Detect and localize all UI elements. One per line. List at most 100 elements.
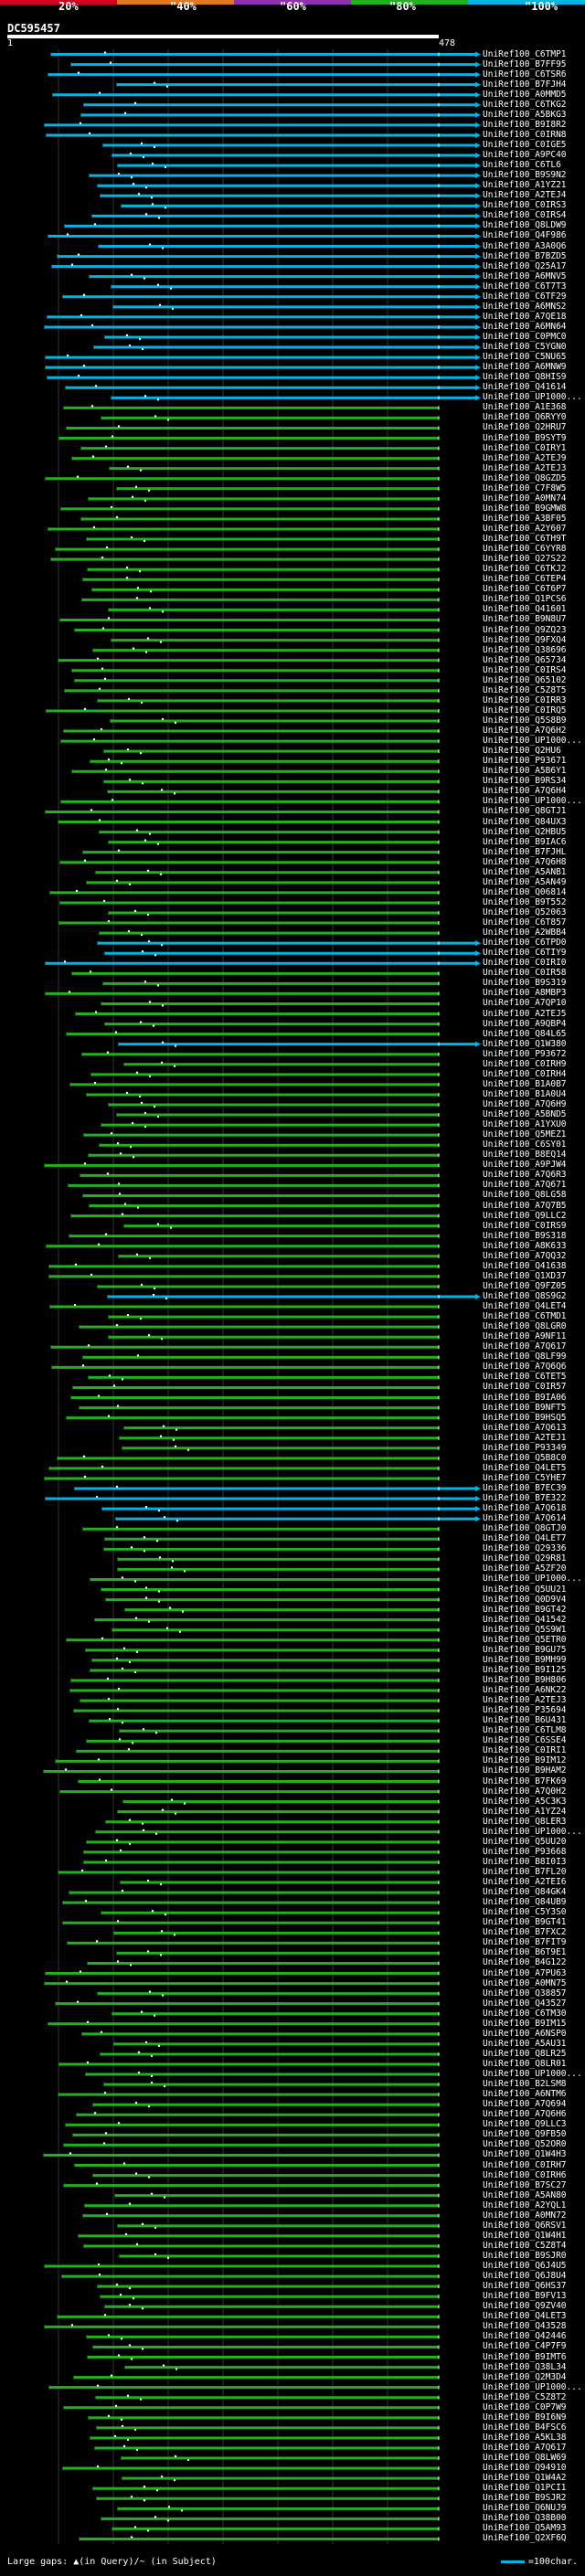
hit-label[interactable]: UniRef100_Q8LR25: [483, 2048, 567, 2059]
hit-label[interactable]: UniRef100_B9IM15: [483, 2018, 567, 2029]
hit-label[interactable]: UniRef100_Q94910: [483, 2463, 567, 2474]
hit-label[interactable]: UniRef100_Q2HRU7: [483, 422, 567, 433]
hit-label[interactable]: UniRef100_B7FK69: [483, 1776, 567, 1786]
hit-label[interactable]: UniRef100_C0IRI0: [483, 958, 567, 969]
hit-label[interactable]: UniRef100_Q1W4H1: [483, 2230, 567, 2241]
hit-label[interactable]: UniRef100_C6TET5: [483, 1372, 567, 1383]
hit-label[interactable]: UniRef100_C6TKJ2: [483, 564, 567, 575]
hit-label[interactable]: UniRef100_C0PMC0: [483, 332, 567, 342]
hit-label[interactable]: UniRef100_P93672: [483, 1048, 567, 1059]
hit-label[interactable]: UniRef100_Q8LER3: [483, 1816, 567, 1827]
hit-label[interactable]: UniRef100_Q4LET7: [483, 1533, 567, 1544]
hit-label[interactable]: UniRef100_Q52OR0: [483, 2139, 567, 2150]
hit-label[interactable]: UniRef100_B9GT42: [483, 1604, 567, 1615]
hit-label[interactable]: UniRef100_B9FV13: [483, 2291, 567, 2302]
hit-label[interactable]: UniRef100_C6TKG2: [483, 99, 567, 110]
hit-label[interactable]: UniRef100_A5AU31: [483, 2038, 567, 2049]
hit-label[interactable]: UniRef100_C6TSR6: [483, 69, 567, 80]
hit-label[interactable]: UniRef100_A7Q7B5: [483, 1200, 567, 1211]
hit-label[interactable]: UniRef100_Q2HBU5: [483, 826, 567, 837]
hit-label[interactable]: UniRef100_UP1000...: [483, 2381, 582, 2392]
hit-label[interactable]: UniRef100_B8I0I3: [483, 1856, 567, 1867]
hit-label[interactable]: UniRef100_C0IRH6: [483, 2169, 567, 2180]
hit-label[interactable]: UniRef100_A0MN75: [483, 1977, 567, 1988]
hit-label[interactable]: UniRef100_C0IGE5: [483, 140, 567, 150]
hit-label[interactable]: UniRef100_B9NFT5: [483, 1402, 567, 1413]
hit-label[interactable]: UniRef100_B7FXC2: [483, 1927, 567, 1938]
hit-label[interactable]: UniRef100_Q4F986: [483, 230, 567, 241]
hit-label[interactable]: UniRef100_Q9ZQ23: [483, 624, 567, 635]
hit-label[interactable]: UniRef100_Q2M3D4: [483, 2371, 567, 2382]
hit-label[interactable]: UniRef100_Q9FB50: [483, 2129, 567, 2140]
hit-label[interactable]: UniRef100_Q1W380: [483, 1038, 567, 1049]
hit-label[interactable]: UniRef100_B9GMW8: [483, 503, 567, 514]
hit-label[interactable]: UniRef100_C6TIY9: [483, 948, 567, 959]
hit-label[interactable]: UniRef100_Q5AM93: [483, 2523, 567, 2534]
hit-label[interactable]: UniRef100_Q5UU20: [483, 1836, 567, 1847]
hit-label[interactable]: UniRef100_C6SSE4: [483, 1735, 567, 1746]
hit-label[interactable]: UniRef100_A6NTM6: [483, 2089, 567, 2100]
hit-label[interactable]: UniRef100_C0IRH4: [483, 1068, 567, 1079]
hit-label[interactable]: UniRef100_UP1000...: [483, 2069, 582, 2080]
hit-label[interactable]: UniRef100_B6T9E1: [483, 1947, 567, 1958]
hit-label[interactable]: UniRef100_A0MMD5: [483, 89, 567, 100]
hit-label[interactable]: UniRef100_C6TF29: [483, 291, 567, 302]
hit-label[interactable]: UniRef100_C6TEP4: [483, 574, 567, 585]
hit-label[interactable]: UniRef100_A2TEJ1: [483, 1432, 567, 1443]
hit-label[interactable]: UniRef100_Q2HU6: [483, 746, 561, 757]
hit-label[interactable]: UniRef100_Q84GK4: [483, 1887, 567, 1898]
hit-label[interactable]: UniRef100_C0IRQ5: [483, 705, 567, 716]
hit-label[interactable]: UniRef100_Q4LET5: [483, 1462, 567, 1473]
hit-label[interactable]: UniRef100_Q8GZD5: [483, 472, 567, 483]
hit-label[interactable]: UniRef100_A5AN80: [483, 2189, 567, 2200]
hit-label[interactable]: UniRef100_Q5MEZ1: [483, 1129, 567, 1140]
hit-label[interactable]: UniRef100_Q43527: [483, 1998, 567, 2009]
hit-label[interactable]: UniRef100_P93671: [483, 756, 567, 767]
hit-label[interactable]: UniRef100_C7F8W5: [483, 482, 567, 493]
hit-label[interactable]: UniRef100_Q6J8U4: [483, 2271, 567, 2282]
hit-label[interactable]: UniRef100_C0P7W9: [483, 2401, 567, 2412]
hit-label[interactable]: UniRef100_C0IR57: [483, 1382, 567, 1393]
hit-label[interactable]: UniRef100_C6TMP1: [483, 48, 567, 59]
hit-label[interactable]: UniRef100_C6T6P7: [483, 584, 567, 595]
hit-label[interactable]: UniRef100_B4FSC6: [483, 2422, 567, 2433]
hit-label[interactable]: UniRef100_Q1PCI1: [483, 2483, 567, 2494]
hit-label[interactable]: UniRef100_B9GT41: [483, 1917, 567, 1928]
hit-label[interactable]: UniRef100_C0IRH9: [483, 1058, 567, 1069]
hit-label[interactable]: UniRef100_B9GU75: [483, 1644, 567, 1655]
hit-label[interactable]: UniRef100_Q9LLC3: [483, 2119, 567, 2130]
hit-label[interactable]: UniRef100_Q52063: [483, 907, 567, 917]
hit-label[interactable]: UniRef100_Q8LGR0: [483, 1321, 567, 1332]
hit-label[interactable]: UniRef100_A0MN72: [483, 2210, 567, 2221]
hit-label[interactable]: UniRef100_P93349: [483, 1442, 567, 1453]
hit-label[interactable]: UniRef100_Q9ZV40: [483, 2301, 567, 2312]
hit-label[interactable]: UniRef100_C6YYR8: [483, 544, 567, 555]
hit-label[interactable]: UniRef100_Q6RYY0: [483, 412, 567, 423]
hit-label[interactable]: UniRef100_Q38B00: [483, 2513, 567, 2524]
hit-label[interactable]: UniRef100_Q1XD37: [483, 1270, 567, 1281]
hit-label[interactable]: UniRef100_B9I6N9: [483, 2412, 567, 2422]
hit-label[interactable]: UniRef100_A7Q671: [483, 1180, 567, 1191]
hit-label[interactable]: UniRef100_A1YXU0: [483, 1119, 567, 1130]
hit-label[interactable]: UniRef100_A2TEJ9: [483, 452, 567, 463]
hit-label[interactable]: UniRef100_Q84UX3: [483, 816, 567, 827]
hit-label[interactable]: UniRef100_C5Z8T5: [483, 684, 567, 695]
hit-label[interactable]: UniRef100_Q38857: [483, 1988, 567, 1998]
hit-label[interactable]: UniRef100_A2WBB4: [483, 928, 567, 938]
hit-label[interactable]: UniRef100_A1YZ21: [483, 180, 567, 191]
hit-label[interactable]: UniRef100_A5ANB1: [483, 866, 567, 877]
hit-label[interactable]: UniRef100_A7QP10: [483, 998, 567, 1009]
hit-label[interactable]: UniRef100_Q2XF6Q: [483, 2533, 567, 2544]
hit-label[interactable]: UniRef100_Q25A17: [483, 260, 567, 271]
hit-label[interactable]: UniRef100_Q5B8C0: [483, 1452, 567, 1463]
hit-label[interactable]: UniRef100_Q65102: [483, 674, 567, 685]
hit-label[interactable]: UniRef100_B9IAC6: [483, 836, 567, 847]
hit-label[interactable]: UniRef100_Q41638: [483, 1260, 567, 1271]
hit-label[interactable]: UniRef100_Q06814: [483, 886, 567, 897]
hit-label[interactable]: UniRef100_P93668: [483, 1846, 567, 1857]
hit-label[interactable]: UniRef100_B7FJHL: [483, 846, 567, 857]
hit-label[interactable]: UniRef100_B9I8R2: [483, 119, 567, 130]
hit-label[interactable]: UniRef100_C0IRH7: [483, 2159, 567, 2170]
hit-label[interactable]: UniRef100_A6MN64: [483, 321, 567, 332]
hit-label[interactable]: UniRef100_B1A0U4: [483, 1088, 567, 1099]
